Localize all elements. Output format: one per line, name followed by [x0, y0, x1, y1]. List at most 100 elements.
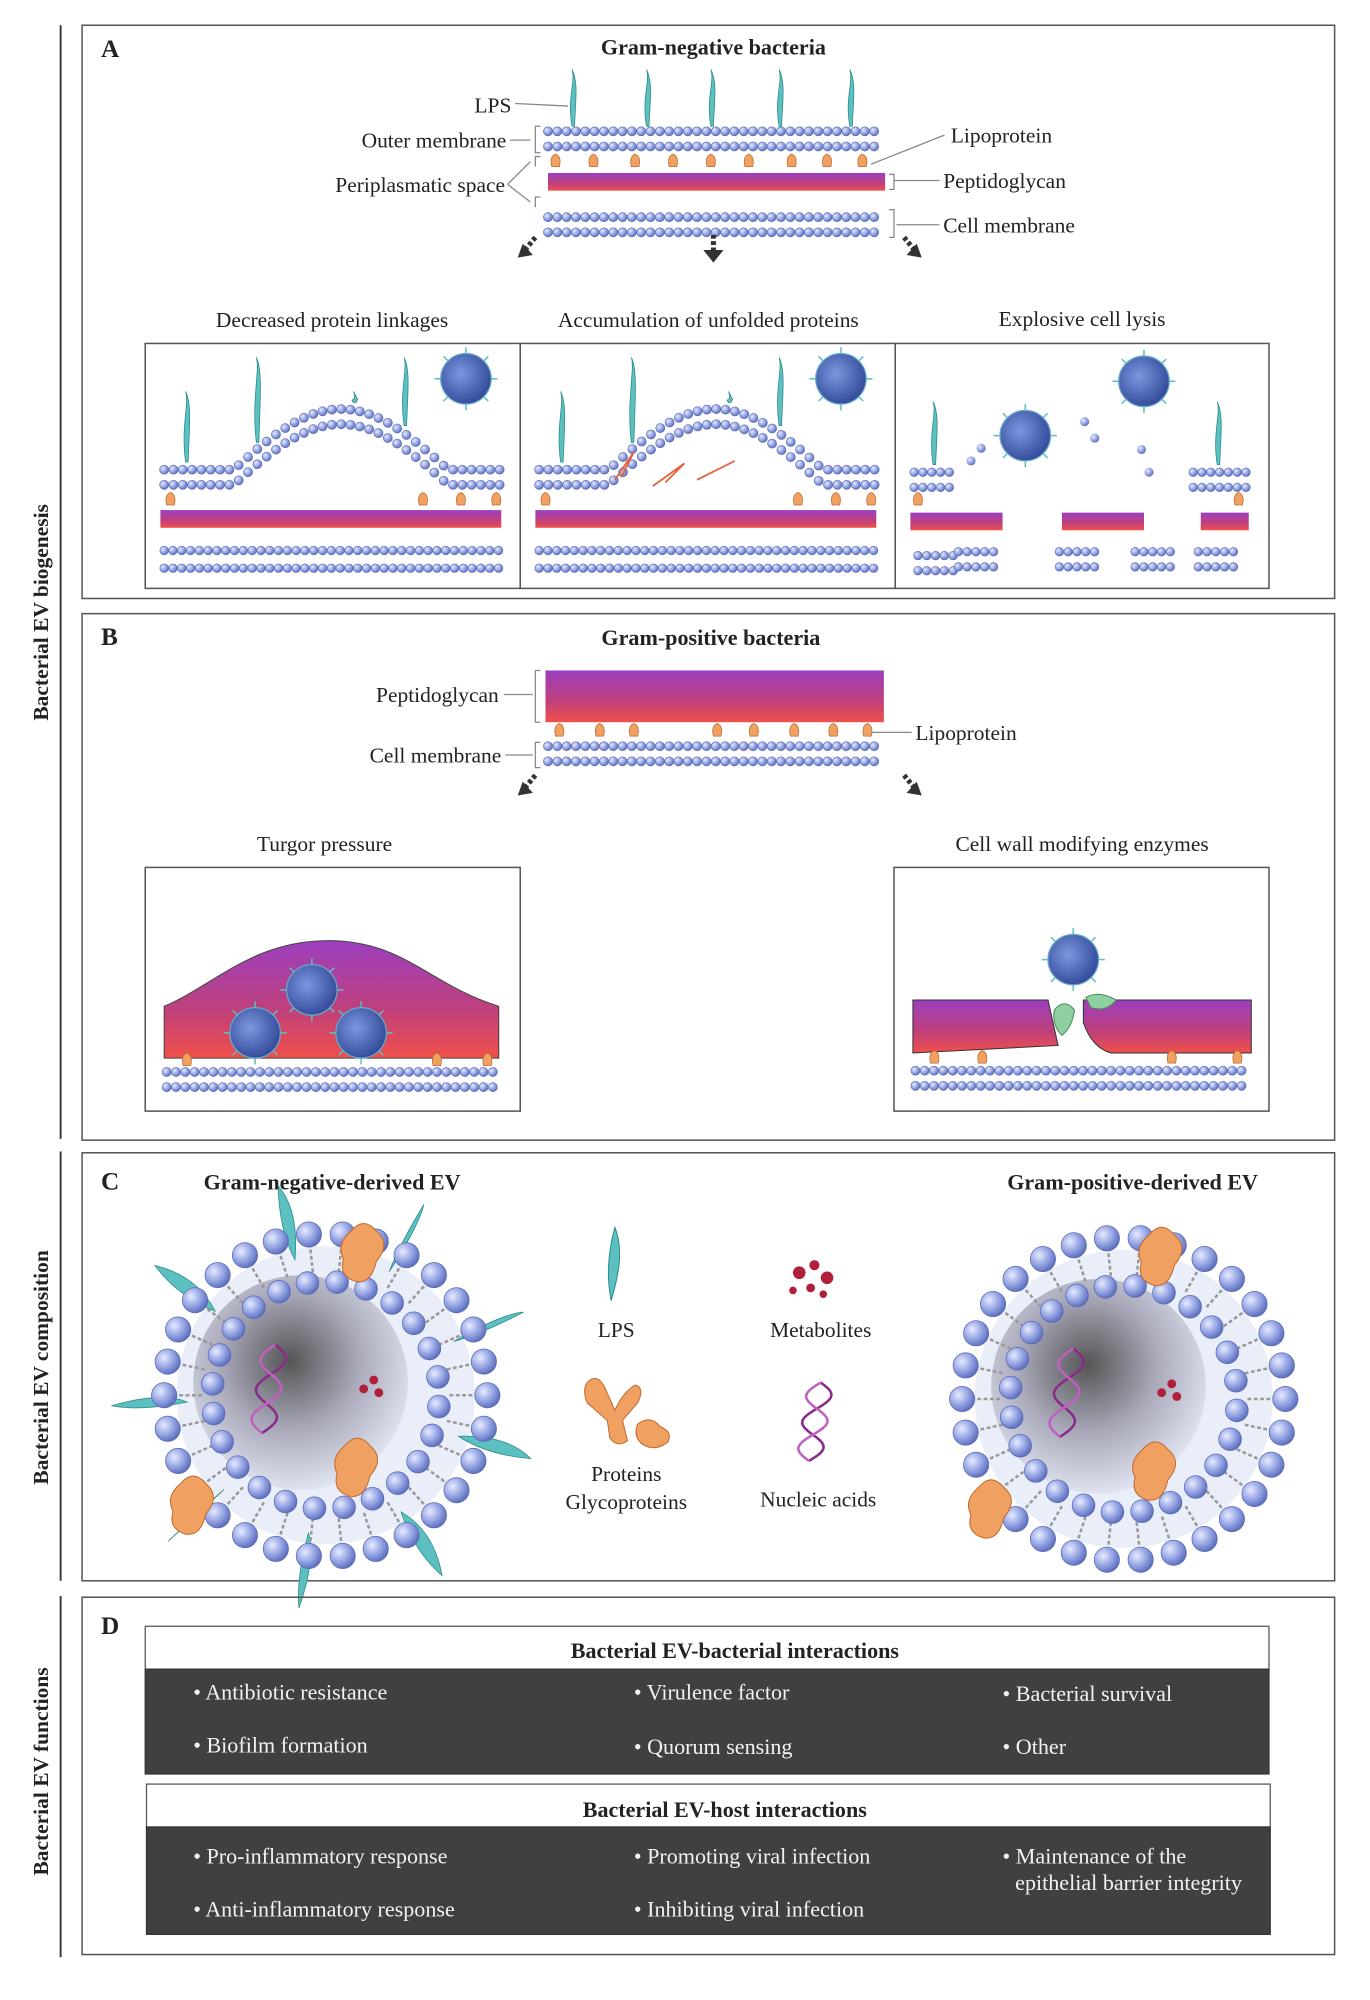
lipid-head — [1218, 1427, 1242, 1451]
lipid-bead — [450, 1067, 461, 1077]
gram-positive-ev-title: Gram-positive-derived EV — [1007, 1169, 1258, 1194]
lipid-bead — [794, 756, 805, 767]
lipid-bead — [1232, 467, 1242, 477]
lipid-tail — [438, 1444, 468, 1460]
lipid-bead — [608, 460, 619, 471]
lipid-bead — [224, 464, 235, 475]
lipid-head — [1024, 1459, 1048, 1483]
lipid-bead — [627, 212, 637, 223]
lipid-bead — [596, 563, 606, 573]
lipid-bead — [215, 464, 225, 475]
lipid-bead — [264, 1082, 275, 1092]
lipid-head — [443, 1477, 470, 1504]
lipid-head — [1093, 1275, 1118, 1299]
lipid-bead — [710, 212, 721, 223]
lipid-bead — [1190, 1065, 1200, 1076]
lipid-bead — [1124, 1065, 1135, 1076]
lipid-bead — [1152, 1080, 1163, 1091]
lipid-bead — [1136, 444, 1146, 455]
lipid-bead — [701, 141, 712, 152]
host-interactions-box: Bacterial EV-host interactions • Pro-inf… — [145, 1783, 1271, 1935]
lipid-bead — [627, 126, 637, 137]
vesicle-icon — [1047, 933, 1100, 986]
lipid-head — [295, 1271, 320, 1295]
lipid-bead — [243, 467, 253, 478]
lipid-bead — [666, 545, 676, 556]
lipid-bead — [673, 141, 684, 152]
lipid-bead — [754, 563, 764, 573]
lipid-bead — [177, 464, 188, 475]
lipid-bead — [748, 212, 758, 223]
lipid-bead — [618, 452, 628, 462]
lipid-bead — [860, 479, 871, 490]
lipid-bead — [385, 1082, 396, 1092]
lipid-bead — [543, 545, 553, 556]
lps-icon — [570, 69, 577, 127]
lipid-bead — [1022, 1065, 1033, 1076]
lipid-head — [406, 1449, 430, 1474]
lipid-bead — [247, 545, 257, 556]
lps-spike — [289, 967, 295, 973]
lipid-bead — [807, 545, 817, 556]
lipid-bead — [757, 227, 768, 238]
lipid-bead — [860, 563, 870, 573]
lipid-bead — [645, 126, 656, 137]
lipid-head — [949, 1385, 976, 1412]
lipid-bead — [636, 141, 647, 152]
lipid-bead — [1068, 1065, 1079, 1076]
lipid-bead — [789, 563, 799, 573]
lipid-bead — [785, 741, 796, 752]
panel-a-title: Gram-negative bacteria — [601, 34, 826, 59]
lipid-bead — [813, 475, 824, 486]
lipid-bead — [939, 550, 949, 561]
metabolite-icon — [359, 1384, 369, 1394]
lipid-head — [295, 1542, 322, 1569]
lipid-bead — [196, 479, 207, 490]
lipid-bead — [159, 563, 169, 573]
lipid-bead — [273, 545, 284, 556]
lipid-bead — [962, 547, 972, 557]
dna-strand — [1052, 1347, 1085, 1438]
lipid-bead — [813, 141, 824, 152]
lipid-bead — [543, 563, 553, 573]
lipid-bead — [795, 444, 805, 455]
lipid-bead — [1089, 547, 1100, 557]
lipid-bead — [273, 563, 284, 573]
lipid-bead — [738, 756, 749, 767]
lipid-head — [1002, 1265, 1029, 1292]
lipid-bead — [702, 404, 712, 415]
label-lps: LPS — [474, 93, 511, 117]
lipid-bead — [655, 438, 666, 449]
lipid-bead — [338, 1082, 349, 1092]
lps-strands — [570, 69, 855, 127]
lipid-bead — [613, 545, 623, 556]
legend-lps: LPS — [598, 1318, 635, 1342]
lipid-bead — [648, 545, 659, 556]
lipid-bead — [785, 452, 796, 462]
lipid-bead — [327, 419, 337, 430]
lipid-bead — [631, 563, 641, 573]
lipid-bead — [196, 464, 207, 475]
lipid-head — [1225, 1398, 1249, 1423]
lipid-bead — [580, 212, 591, 223]
panel-c: C Gram-negative-derived EV Gram-positive… — [81, 1152, 1336, 1609]
lipid-bead — [361, 545, 372, 556]
lipid-bead — [823, 479, 833, 490]
lipid-bead — [309, 545, 319, 556]
lipid-bead — [543, 227, 553, 238]
panel-b-title: Gram-positive bacteria — [601, 625, 820, 650]
lipid-bead — [1041, 1080, 1051, 1091]
lipid-bead — [919, 1065, 930, 1076]
lipid-bead — [580, 141, 591, 152]
arrow-head — [703, 250, 724, 263]
lipid-bead — [449, 545, 460, 556]
lipid-bead — [1197, 482, 1207, 492]
lipid-bead — [1220, 547, 1230, 557]
lipoprotein-icon — [862, 723, 873, 737]
lipid-bead — [1144, 467, 1154, 477]
lipid-bead — [569, 563, 579, 573]
lipid-bead — [729, 227, 740, 238]
mechanism-arrows — [517, 234, 922, 263]
lipid-tail — [1019, 1283, 1042, 1308]
function-item: • Bacterial survival — [1003, 1681, 1173, 1706]
